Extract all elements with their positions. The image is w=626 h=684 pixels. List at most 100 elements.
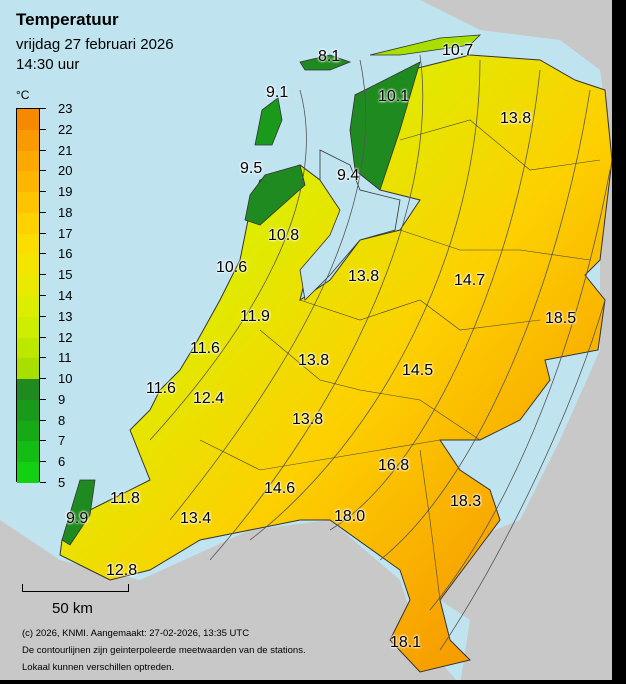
station-temp-heino: 14.7 — [454, 272, 486, 289]
legend-tick-label: 15 — [58, 267, 73, 283]
legend-tick-label: 8 — [58, 412, 66, 428]
legend-swatch — [17, 233, 39, 255]
station-temp-gilze: 14.6 — [264, 480, 296, 497]
legend-swatch — [17, 129, 39, 152]
legend-swatch — [17, 254, 39, 276]
station-temp-hoorn: 9.4 — [337, 167, 360, 184]
station-temp-leeuwarden: 10.1 — [378, 88, 410, 105]
footer-disclaimer: Lokaal kunnen verschillen optreden. — [22, 662, 175, 673]
station-temp-cadzand: 9.9 — [66, 510, 89, 527]
legend-tick-mark — [40, 170, 46, 172]
station-temp-deelen: 14.5 — [402, 362, 434, 379]
cold-zone-zeeland — [61, 479, 96, 546]
legend-tick-mark — [40, 128, 46, 130]
station-temp-westdorpe: 12.8 — [106, 562, 138, 579]
legend-tick-mark — [40, 378, 46, 380]
legend-tick-label: 10 — [58, 371, 73, 387]
wadden-islands — [369, 34, 482, 56]
legend-tick-label: 11 — [58, 350, 72, 366]
legend-tick-label: 17 — [58, 225, 73, 241]
station-temp-cabauw: 12.4 — [193, 390, 225, 407]
footer-note: De contourlijnen zijn geinterpoleerde me… — [22, 645, 306, 656]
legend-swatch — [17, 399, 39, 422]
legend-tick-mark — [40, 108, 46, 109]
station-temp-texel: 9.1 — [266, 84, 289, 101]
legend-tick-label: 22 — [58, 121, 73, 137]
station-temp-texel-north: 8.1 — [318, 48, 341, 65]
station-temp-twenthe: 18.5 — [545, 310, 577, 327]
map-title: Temperatuur — [16, 10, 119, 29]
legend-unit: °C — [16, 88, 30, 102]
legend-swatch — [17, 316, 39, 339]
legend-tick-label: 14 — [58, 288, 73, 303]
station-temp-herwijnen: 13.8 — [292, 411, 324, 428]
legend-tick-label: 12 — [58, 329, 73, 345]
texel-island — [254, 97, 283, 146]
station-temp-den-helder: 9.5 — [240, 160, 263, 177]
map-date: vrijdag 27 februari 2026 — [16, 36, 174, 53]
station-temp-woensdrecht: 13.4 — [180, 510, 212, 527]
legend-tick-label: 7 — [58, 433, 66, 449]
legend-swatch — [17, 171, 39, 193]
legend-tick-label: 13 — [58, 308, 73, 324]
legend-tick-label: 23 — [58, 101, 73, 116]
legend-tick-mark — [40, 440, 46, 442]
station-temp-rotterdam: 11.6 — [190, 340, 220, 357]
station-temp-lelystad: 13.8 — [348, 268, 380, 285]
legend-tick-mark — [40, 315, 46, 317]
contour-lines — [149, 54, 611, 651]
station-temp-vlissingen: 11.8 — [110, 490, 140, 507]
legend-swatch — [17, 109, 39, 131]
legend-tick-label: 9 — [58, 391, 66, 407]
map-time: 14:30 uur — [16, 56, 80, 73]
station-temp-hoek: 11.6 — [146, 380, 176, 397]
legend-tick-label: 21 — [58, 142, 73, 158]
scale-bar — [22, 584, 129, 592]
station-temp-ijmuiden: 10.6 — [216, 259, 248, 276]
neighbour-land-germany — [420, 0, 626, 684]
station-temp-berkhout: 10.8 — [268, 227, 300, 244]
province-borders — [199, 119, 601, 601]
legend-tick-mark — [40, 253, 46, 255]
legend-tick-mark — [40, 336, 46, 338]
legend-tick-label: 18 — [58, 204, 73, 220]
legend-swatch — [17, 192, 39, 214]
station-temp-de-bilt: 13.8 — [298, 352, 330, 369]
footer-copyright: (c) 2026, KNMI. Aangemaakt: 27-02-2026, … — [22, 628, 250, 639]
temperature-legend — [16, 108, 40, 484]
cold-zone-den-helder — [244, 164, 306, 226]
scale-label: 50 km — [52, 600, 93, 617]
legend-tick-label: 6 — [58, 454, 66, 470]
legend-tick-mark — [40, 211, 46, 213]
legend-swatch — [17, 462, 39, 484]
legend-tick-label: 16 — [58, 246, 73, 262]
legend-swatch — [17, 337, 39, 359]
legend-tick-mark — [40, 357, 46, 359]
legend-tick-mark — [40, 274, 46, 276]
legend-swatch — [17, 150, 39, 172]
vlieland-island — [299, 54, 352, 71]
station-temp-lauwersoog: 10.7 — [442, 42, 474, 59]
station-temp-eindhoven: 18.0 — [334, 508, 366, 525]
legend-tick-label: 20 — [58, 163, 73, 179]
legend-tick-mark — [40, 295, 46, 296]
legend-swatch — [17, 420, 39, 442]
station-temp-schiphol: 11.9 — [240, 308, 270, 325]
legend-tick-mark — [40, 191, 46, 193]
legend-tick-mark — [40, 232, 46, 234]
legend-tick-mark — [40, 482, 46, 483]
frame-edge-right — [612, 0, 626, 684]
legend-tick-mark — [40, 398, 46, 400]
legend-swatch — [17, 275, 39, 297]
station-temp-volkel: 16.8 — [378, 457, 410, 474]
legend-tick-mark — [40, 419, 46, 421]
legend-tick-mark — [40, 461, 46, 463]
station-temp-maastricht: 18.1 — [390, 634, 422, 651]
neighbour-land-belgium — [0, 520, 460, 684]
legend-swatch — [17, 358, 39, 380]
station-temp-arcen: 18.3 — [450, 493, 482, 510]
legend-swatch — [17, 296, 39, 318]
legend-tick-label: 5 — [58, 475, 66, 490]
legend-tick-label: 19 — [58, 184, 73, 200]
